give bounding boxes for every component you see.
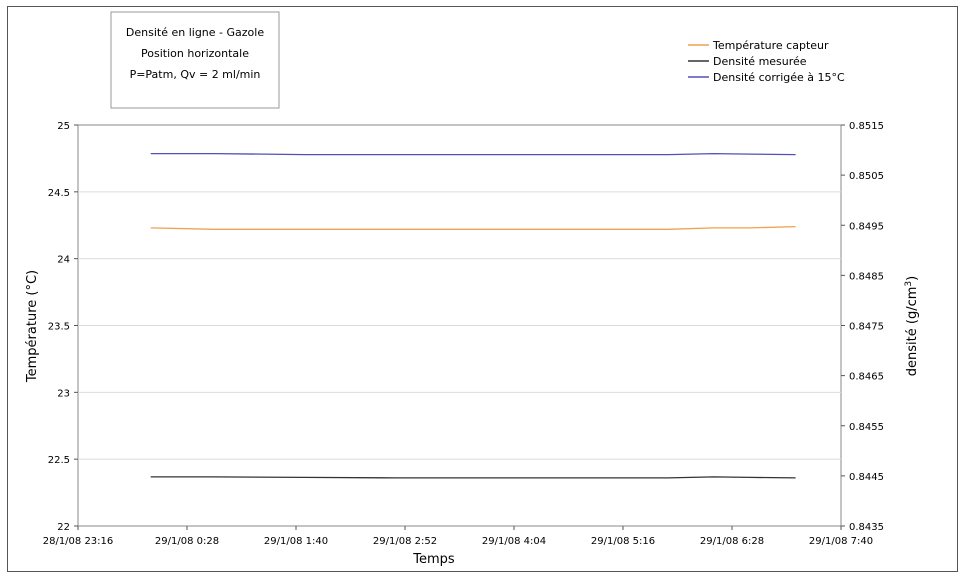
x-tick-label-4: 29/1/08 4:04: [482, 536, 546, 547]
x-tick-label-6: 29/1/08 6:28: [700, 536, 764, 547]
x-axis-title: Temps: [412, 552, 455, 567]
y-left-axis-title: Température (°C): [25, 270, 40, 383]
chart-legend: Température capteur Densité mesurée Dens…: [688, 39, 845, 84]
series-lines: [150, 152, 796, 479]
chart-title-box: Densité en ligne - Gazole Position horiz…: [110, 11, 280, 109]
right-tick-label-0: 0.8435: [849, 522, 884, 533]
chart-title-line-2: Position horizontale: [141, 47, 249, 60]
chart-svg: Densité en ligne - Gazole Position horiz…: [25, 11, 920, 567]
x-tick-label-3: 29/1/08 2:52: [373, 536, 437, 547]
legend-label-densite-corrigee: Densité corrigée à 15°C: [713, 71, 845, 84]
right-tick-label-7: 0.8505: [849, 171, 884, 182]
left-axis-ticks: 22 22.5 23 23.5 24 24.5 25: [48, 121, 78, 533]
right-tick-label-5: 0.8485: [849, 271, 884, 282]
series-line-0: [150, 225, 796, 230]
left-tick-label-5: 24.5: [48, 188, 70, 199]
x-axis-ticks: 28/1/08 23:16 29/1/08 0:28 29/1/08 1:40 29/…: [43, 526, 873, 547]
right-tick-label-6: 0.8495: [849, 221, 884, 232]
chart-title-line-1: Densité en ligne - Gazole: [126, 26, 264, 39]
chart-title-line-3: P=Patm, Qv = 2 ml/min: [130, 68, 261, 81]
x-tick-label-2: 29/1/08 1:40: [264, 536, 328, 547]
right-tick-label-1: 0.8445: [849, 472, 884, 483]
x-tick-label-7: 29/1/08 7:40: [809, 536, 873, 547]
title-box-border: [110, 11, 280, 109]
series-line-1: [150, 476, 796, 479]
right-tick-label-3: 0.8465: [849, 372, 884, 383]
y-right-axis-title-close: ): [905, 276, 920, 281]
right-tick-label-2: 0.8455: [849, 422, 884, 433]
left-tick-label-0: 22: [57, 522, 70, 533]
y-right-axis-title: densité (g/cm3): [904, 276, 920, 376]
x-tick-label-0: 28/1/08 23:16: [43, 536, 114, 547]
right-axis-ticks: 0.8435 0.8445 0.8455 0.8465 0.8475 0.8485 0.84…: [841, 121, 884, 533]
left-tick-label-6: 25: [57, 121, 70, 132]
left-tick-label-4: 24: [57, 255, 70, 266]
left-tick-label-3: 23.5: [48, 322, 70, 333]
left-tick-label-1: 22.5: [48, 455, 70, 466]
series-line-2: [150, 152, 796, 156]
x-tick-label-5: 29/1/08 5:16: [591, 536, 655, 547]
chart-frame: Densité en ligne - Gazole Position horiz…: [7, 6, 958, 572]
legend-label-temperature: Température capteur: [712, 39, 829, 52]
x-tick-label-1: 29/1/08 0:28: [155, 536, 219, 547]
legend-label-densite-mesuree: Densité mesurée: [713, 55, 807, 68]
y-right-axis-title-main: densité (g/cm: [905, 287, 920, 377]
left-tick-label-2: 23: [57, 388, 70, 399]
right-tick-label-4: 0.8475: [849, 322, 884, 333]
y-right-axis-title-sup: 3: [904, 281, 914, 287]
right-tick-label-8: 0.8515: [849, 121, 884, 132]
gridlines: [78, 191, 841, 460]
